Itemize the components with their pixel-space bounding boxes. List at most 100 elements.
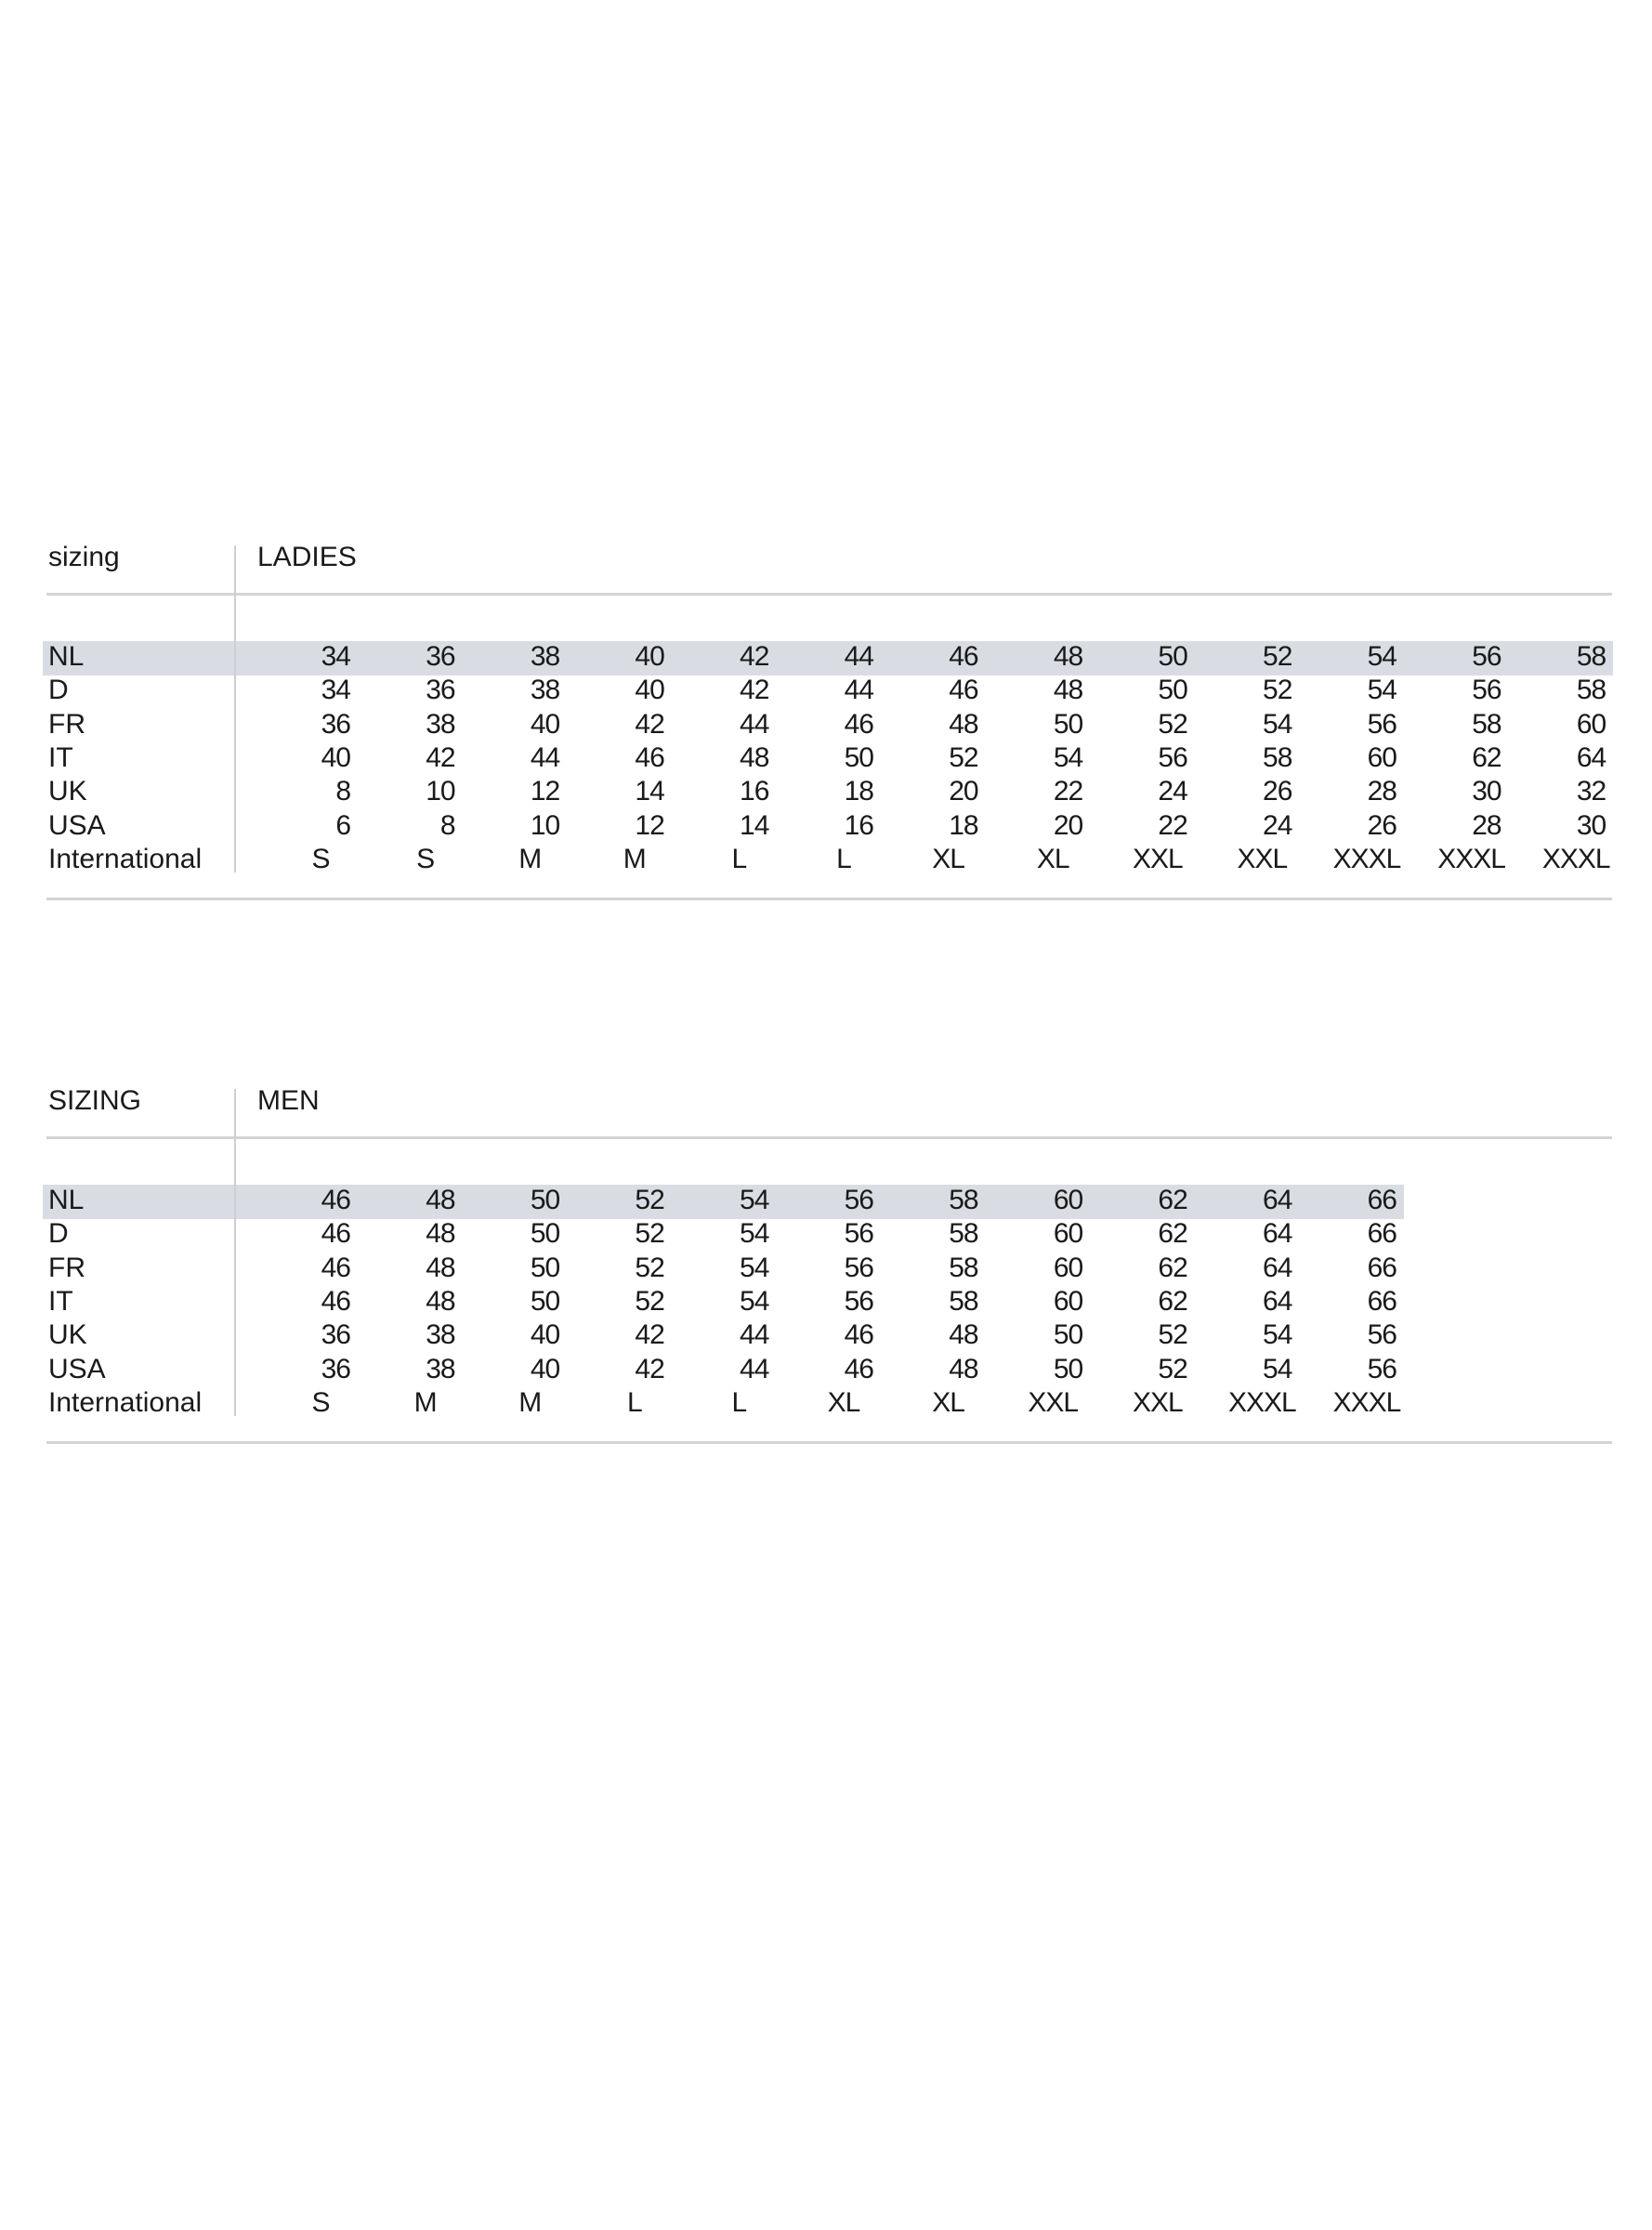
size-cell: 56 (844, 1285, 874, 1317)
size-cell: 58 (949, 1252, 978, 1283)
size-cell: 56 (1472, 675, 1501, 706)
size-cell: 66 (1367, 1218, 1397, 1250)
size-cell: 38 (426, 1353, 455, 1384)
size-cell: 40 (530, 1353, 560, 1384)
size-cell: 6 (335, 809, 351, 841)
size-cell: 52 (1158, 708, 1187, 740)
row-label-it: IT (48, 741, 73, 773)
size-cell: 50 (1053, 708, 1083, 740)
size-cell: 30 (1576, 809, 1606, 841)
size-cell: 46 (635, 741, 664, 773)
size-cell: XXL (1237, 843, 1289, 874)
size-cell: 14 (635, 776, 664, 807)
size-cell: 48 (426, 1218, 455, 1250)
column-divider (234, 545, 236, 872)
size-cell: L (731, 843, 748, 874)
size-cell: 58 (1576, 641, 1606, 672)
row-label-nl: NL (48, 641, 85, 672)
size-cell: 36 (321, 708, 351, 740)
row-label-nl: NL (48, 1185, 85, 1215)
size-cell: 46 (949, 641, 978, 672)
size-cell: 58 (1576, 675, 1606, 706)
size-cell: 50 (530, 1285, 560, 1317)
size-cell: S (311, 843, 330, 874)
size-cell: 50 (1053, 1319, 1083, 1351)
column-divider (234, 1089, 236, 1416)
size-cell: 40 (530, 1319, 560, 1351)
size-cell: 24 (1263, 809, 1292, 841)
size-cell: XXXL (1332, 843, 1402, 874)
size-cell: 66 (1367, 1185, 1397, 1215)
size-cell: 50 (530, 1252, 560, 1283)
size-cell: 26 (1263, 776, 1292, 807)
size-cell: 44 (740, 1353, 769, 1384)
size-cell: 54 (740, 1252, 769, 1283)
size-cell: 26 (1367, 809, 1397, 841)
size-cell: 52 (949, 741, 978, 773)
size-cell: 48 (426, 1185, 455, 1215)
size-cell: 38 (426, 708, 455, 740)
row-label-d: D (48, 675, 69, 706)
size-cell: 48 (949, 1319, 978, 1351)
size-cell: 46 (844, 1353, 874, 1384)
size-cell: 58 (1263, 741, 1292, 773)
size-cell: 18 (844, 776, 874, 807)
size-cell: M (413, 1386, 438, 1418)
size-cell: 44 (740, 708, 769, 740)
size-cell: 62 (1158, 1285, 1187, 1317)
size-cell: 52 (1263, 641, 1292, 672)
size-cell: 52 (1158, 1353, 1187, 1384)
size-cell: 14 (740, 809, 769, 841)
size-cell: 56 (1367, 1353, 1397, 1384)
size-cell: 44 (844, 675, 874, 706)
size-cell: 54 (1367, 641, 1397, 672)
size-cell: 46 (949, 675, 978, 706)
size-cell: 10 (426, 776, 455, 807)
size-cell: 56 (1158, 741, 1187, 773)
size-cell: 42 (426, 741, 455, 773)
size-cell: 12 (530, 776, 560, 807)
row-label-it: IT (48, 1285, 73, 1317)
size-cell: M (623, 843, 647, 874)
size-cell: M (518, 843, 542, 874)
size-cell: 60 (1576, 708, 1606, 740)
size-cell: 48 (426, 1285, 455, 1317)
size-cell: XL (932, 843, 965, 874)
size-cell: 20 (1053, 809, 1083, 841)
size-cell: 42 (740, 675, 769, 706)
table-title: LADIES (257, 542, 357, 572)
size-cell: 36 (426, 675, 455, 706)
size-cell: 50 (530, 1185, 560, 1215)
size-cell: 64 (1576, 741, 1606, 773)
size-cell: 52 (1263, 675, 1292, 706)
size-cell: 54 (740, 1285, 769, 1317)
size-cell: 64 (1263, 1285, 1292, 1317)
size-cell: 46 (321, 1252, 351, 1283)
size-cell: 56 (844, 1218, 874, 1250)
size-cell: 44 (844, 641, 874, 672)
size-cell: L (731, 1386, 748, 1418)
size-cell: 40 (321, 741, 351, 773)
size-cell: 54 (740, 1185, 769, 1215)
size-cell: 44 (530, 741, 560, 773)
size-cell: 46 (844, 1319, 874, 1351)
size-cell: 60 (1053, 1285, 1083, 1317)
size-cell: 36 (321, 1353, 351, 1384)
size-cell: 48 (949, 708, 978, 740)
table-label: sizing (48, 542, 120, 572)
size-cell: 28 (1472, 809, 1501, 841)
size-cell: 42 (740, 641, 769, 672)
size-cell: 40 (530, 708, 560, 740)
size-cell: M (518, 1386, 542, 1418)
size-cell: 20 (949, 776, 978, 807)
row-label-usa: USA (48, 809, 106, 841)
size-cell: 40 (635, 675, 664, 706)
size-cell: 56 (1472, 641, 1501, 672)
row-label-d: D (48, 1218, 69, 1250)
bottom-divider (46, 898, 1612, 900)
size-cell: 60 (1053, 1185, 1083, 1215)
size-cell: 38 (426, 1319, 455, 1351)
size-cell: 60 (1053, 1218, 1083, 1250)
size-cell: 60 (1367, 741, 1397, 773)
size-cell: 46 (321, 1285, 351, 1317)
